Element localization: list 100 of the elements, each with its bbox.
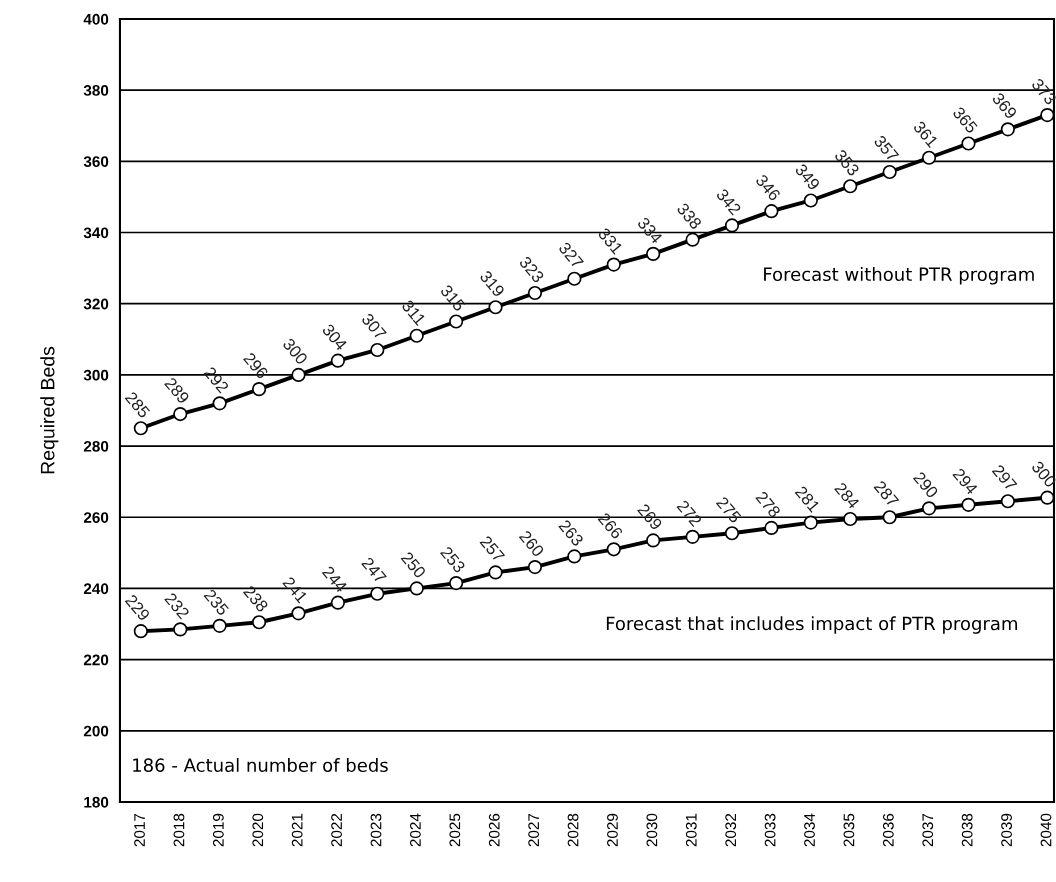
annotation: 272	[676, 499, 703, 528]
point	[330, 353, 345, 368]
point	[449, 314, 464, 329]
point	[291, 606, 306, 621]
point	[1040, 107, 1054, 123]
point	[370, 342, 385, 358]
x-tick-label: 2031	[685, 813, 697, 847]
y-tick-label: 260	[83, 512, 109, 523]
point	[173, 622, 188, 637]
point	[251, 382, 267, 397]
x-tick-label: 2028	[567, 813, 579, 847]
data-label: 327	[558, 241, 585, 270]
x-tick-label: 2037	[922, 813, 934, 847]
x-tick-label: 2033	[764, 813, 776, 847]
annotation: 250	[400, 551, 427, 579]
point	[803, 193, 818, 208]
annotation: Forecast without PTR program	[764, 267, 1034, 285]
point	[251, 615, 267, 630]
x-tick-label: 2021	[291, 813, 303, 847]
data-label: 323	[518, 255, 545, 284]
data-label: 349	[794, 163, 821, 191]
y-tick-label: 380	[83, 85, 109, 96]
y-tick-label: 320	[83, 298, 109, 310]
point	[212, 396, 227, 411]
y-tick-label: 340	[83, 227, 109, 239]
point	[1000, 494, 1015, 509]
point	[724, 218, 740, 233]
x-tick-label: 2038	[961, 813, 973, 847]
point	[567, 271, 582, 286]
x-tick-label: 2029	[607, 813, 618, 847]
annotation: 257	[479, 535, 506, 563]
data-label: 315	[439, 284, 466, 312]
annotation: 186 - Actual number of beds	[133, 758, 388, 772]
annotation: 269	[636, 503, 663, 531]
annotation: 247	[361, 556, 387, 584]
x-tick-label: 2026	[488, 813, 500, 847]
y-axis-title: Required Beds	[40, 346, 59, 474]
point	[764, 204, 779, 219]
x-tick-label: 2039	[1001, 813, 1012, 847]
data-label: 361	[912, 120, 939, 149]
point	[606, 257, 621, 272]
data-label: 353	[833, 148, 860, 177]
point	[961, 497, 976, 512]
point	[961, 136, 976, 151]
x-tick-label: 2030	[646, 813, 658, 847]
data-label: 289	[164, 376, 190, 405]
point	[409, 581, 424, 596]
point	[330, 595, 345, 610]
x-tick-label: 2020	[252, 813, 264, 847]
point	[527, 560, 543, 575]
annotation: 244	[321, 565, 348, 594]
annotation: 287	[873, 479, 900, 508]
point	[567, 549, 582, 564]
data-label: 307	[360, 312, 387, 341]
data-label: 357	[873, 134, 900, 163]
point	[646, 246, 661, 261]
annotation: 235	[203, 588, 230, 617]
data-label: 292	[203, 366, 230, 394]
annotation: 275	[715, 495, 742, 524]
point	[488, 300, 503, 315]
point	[921, 501, 937, 516]
x-tick-label: 2023	[370, 813, 382, 847]
x-tick-label: 2035	[843, 813, 855, 847]
annotation: 290	[912, 471, 939, 499]
data-label: 331	[597, 227, 624, 255]
annotation: 297	[991, 463, 1018, 492]
x-tick-label: 2022	[331, 813, 342, 847]
y-tick-label: 280	[83, 440, 109, 452]
x-tick-label: 2018	[173, 813, 185, 847]
point	[291, 367, 306, 382]
point	[764, 520, 779, 536]
point	[685, 529, 700, 544]
point	[133, 421, 148, 436]
y-tick-label: 220	[83, 654, 109, 666]
annotation: 241	[282, 576, 309, 604]
annotation: 232	[164, 592, 190, 620]
point	[1000, 122, 1015, 137]
x-tick-label: 2024	[410, 813, 421, 847]
x-tick-label: 2017	[134, 813, 145, 847]
y-tick-label: 240	[83, 583, 109, 595]
point	[685, 232, 700, 247]
point	[724, 526, 740, 541]
point	[646, 533, 661, 548]
y-tick-label: 300	[83, 369, 109, 381]
data-label: 296	[242, 351, 269, 380]
y-tick-label: 360	[83, 156, 109, 168]
x-tick-label: 2027	[528, 813, 540, 847]
x-tick-label: 2040	[1040, 813, 1052, 847]
x-tick-label: 2019	[212, 813, 224, 847]
annotation: 266	[597, 511, 624, 540]
data-label: 319	[479, 269, 506, 298]
point	[921, 150, 937, 165]
annotation: 284	[834, 481, 861, 510]
data-label: 338	[676, 202, 703, 231]
x-tick-label: 2032	[725, 813, 737, 847]
point	[527, 285, 543, 301]
data-label: 365	[952, 106, 979, 134]
annotation: 294	[952, 467, 979, 496]
annotation: 238	[242, 584, 269, 613]
point	[882, 510, 897, 525]
